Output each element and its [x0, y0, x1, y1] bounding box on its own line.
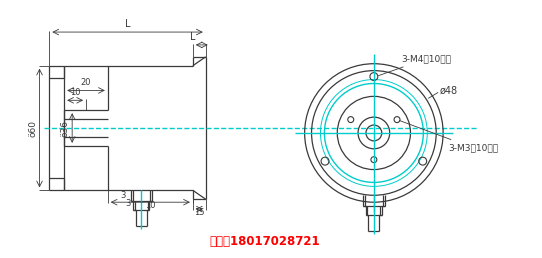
- Text: L: L: [190, 32, 196, 42]
- Text: 20: 20: [81, 78, 91, 87]
- Text: ø48: ø48: [440, 85, 459, 95]
- Text: 15: 15: [194, 208, 204, 217]
- Text: ö60: ö60: [28, 119, 37, 136]
- Text: 3: 3: [125, 199, 130, 208]
- Text: ö36: ö36: [61, 119, 70, 136]
- Text: 3-M4深10均布: 3-M4深10均布: [378, 54, 451, 76]
- Text: 10: 10: [70, 88, 80, 97]
- Text: 3-M3深10均布: 3-M3深10均布: [399, 120, 498, 152]
- Text: L: L: [125, 19, 130, 29]
- Text: 3: 3: [120, 191, 125, 200]
- Text: 手机：18017028721: 手机：18017028721: [210, 235, 320, 248]
- Text: 10: 10: [145, 201, 156, 210]
